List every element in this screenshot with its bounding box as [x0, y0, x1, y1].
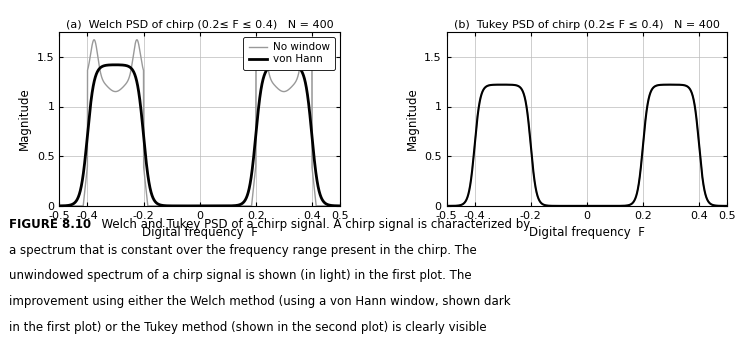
Text: in the first plot) or the Tukey method (shown in the second plot) is clearly vis: in the first plot) or the Tukey method (…: [9, 321, 487, 334]
Legend: No window, von Hann: No window, von Hann: [243, 37, 335, 70]
Text: unwindowed spectrum of a chirp signal is shown (in light) in the first plot. The: unwindowed spectrum of a chirp signal is…: [9, 269, 471, 283]
X-axis label: Digital frequency  F: Digital frequency F: [142, 226, 257, 239]
X-axis label: Digital frequency  F: Digital frequency F: [529, 226, 645, 239]
Text: Welch and Tukey PSD of a chirp signal. A chirp signal is characterized by: Welch and Tukey PSD of a chirp signal. A…: [94, 218, 531, 231]
Title: (a)  Welch PSD of chirp (0.2≤ F ≤ 0.4)   N = 400: (a) Welch PSD of chirp (0.2≤ F ≤ 0.4) N …: [66, 20, 333, 30]
Text: FIGURE 8.10: FIGURE 8.10: [9, 218, 91, 231]
Text: improvement using either the Welch method (using a von Hann window, shown dark: improvement using either the Welch metho…: [9, 295, 510, 308]
Y-axis label: Magnitude: Magnitude: [406, 88, 418, 150]
Y-axis label: Magnitude: Magnitude: [19, 88, 31, 150]
Title: (b)  Tukey PSD of chirp (0.2≤ F ≤ 0.4)   N = 400: (b) Tukey PSD of chirp (0.2≤ F ≤ 0.4) N …: [454, 20, 720, 30]
Text: a spectrum that is constant over the frequency range present in the chirp. The: a spectrum that is constant over the fre…: [9, 244, 476, 257]
